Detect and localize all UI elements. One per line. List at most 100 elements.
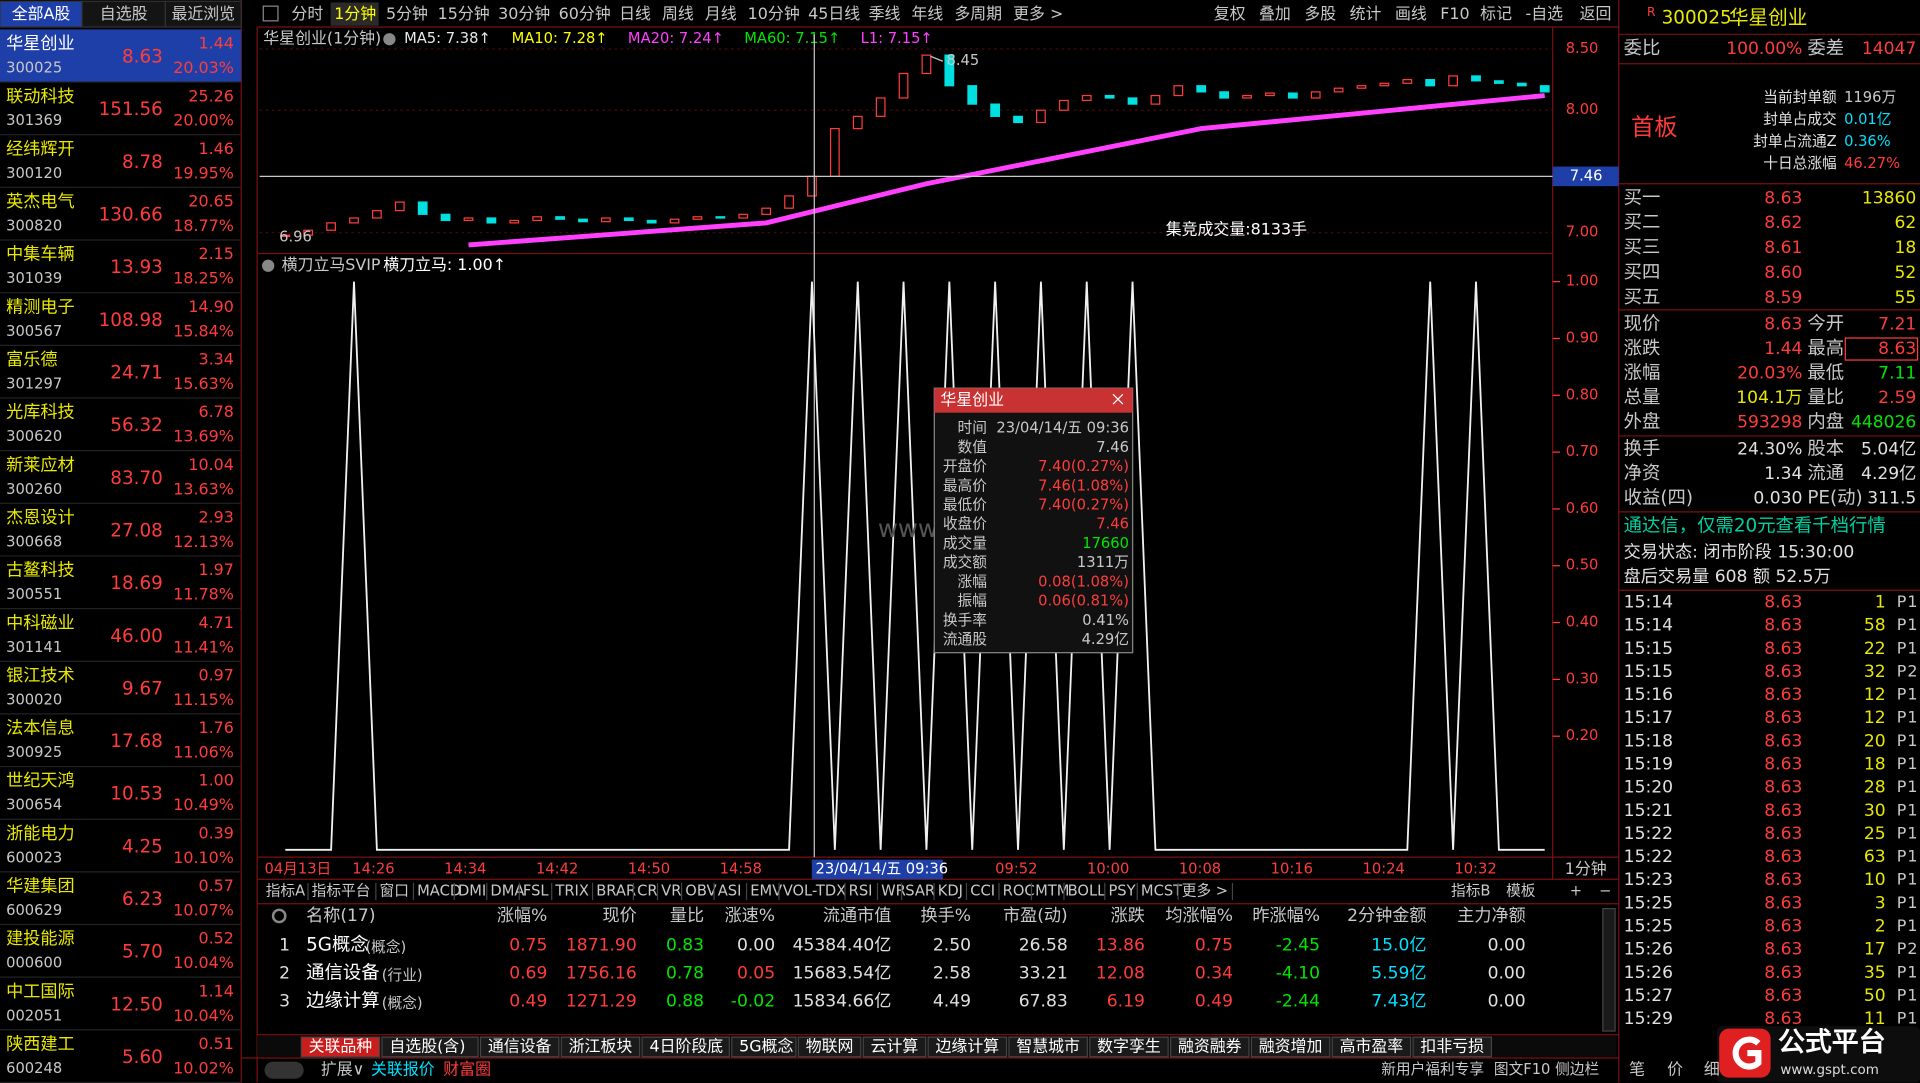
indicator-tab[interactable]: DMI bbox=[458, 882, 486, 899]
indicator-tab[interactable]: ROC bbox=[1003, 882, 1035, 899]
period-tab[interactable]: 45日线 bbox=[808, 4, 860, 23]
tool-button[interactable]: 标记 bbox=[1480, 4, 1512, 23]
panel-tab[interactable]: 价 bbox=[1667, 1060, 1683, 1079]
indicator-tab[interactable]: OBV bbox=[685, 882, 716, 899]
period-tab[interactable]: 30分钟 bbox=[498, 4, 550, 23]
sector-name[interactable]: 5G概念 bbox=[306, 933, 369, 955]
sector-tab[interactable]: 浙江板块 bbox=[569, 1036, 633, 1055]
stock-name[interactable]: 法本信息 bbox=[6, 719, 74, 739]
stock-name[interactable]: 经纬辉开 bbox=[6, 139, 74, 159]
indicator-tab[interactable]: MTM bbox=[1035, 882, 1069, 899]
indicator-tab[interactable]: BRAR bbox=[596, 882, 636, 899]
sector-name[interactable]: 边缘计算 bbox=[306, 991, 379, 1012]
settings-icon[interactable] bbox=[271, 908, 287, 924]
stock-name[interactable]: 中科磁业 bbox=[6, 613, 74, 633]
close-icon[interactable] bbox=[1112, 393, 1124, 405]
indicator-tab[interactable]: ASI bbox=[718, 882, 742, 899]
tab[interactable]: 全部A股 bbox=[12, 4, 71, 23]
stock-name[interactable]: 建投能源 bbox=[6, 929, 74, 949]
sector-name[interactable]: 通信设备 bbox=[306, 963, 379, 984]
period-tab[interactable]: 日线 bbox=[619, 4, 651, 23]
status-link[interactable]: 新用户福利专享 bbox=[1381, 1061, 1484, 1078]
stock-name[interactable]: 华星创业 bbox=[6, 34, 74, 54]
stock-name[interactable]: 英杰电气 bbox=[6, 192, 74, 212]
sector-tab[interactable]: 5G概念 bbox=[739, 1036, 793, 1055]
indicator-tab[interactable]: TRIX bbox=[554, 882, 589, 899]
period-tab[interactable]: 1分钟 bbox=[334, 4, 376, 23]
column-header[interactable]: 2分钟金额 bbox=[1347, 906, 1426, 926]
stock-name[interactable]: 华建集团 bbox=[6, 877, 74, 897]
panel-tab[interactable]: 细 bbox=[1704, 1060, 1720, 1079]
stock-name[interactable]: 富乐德 bbox=[6, 350, 57, 370]
sector-tab[interactable]: 融资增加 bbox=[1259, 1036, 1323, 1055]
sector-tab[interactable]: 通信设备 bbox=[488, 1036, 552, 1055]
stock-name[interactable]: 银江技术 bbox=[6, 666, 74, 686]
indicator-tab[interactable]: PSY bbox=[1108, 882, 1135, 899]
tool-button[interactable]: 复权 bbox=[1214, 4, 1246, 23]
column-header[interactable]: 换手% bbox=[920, 906, 971, 926]
tab[interactable]: 自选股 bbox=[100, 4, 148, 23]
stock-name[interactable]: 杰恩设计 bbox=[6, 508, 74, 528]
indicator-tab[interactable]: CCI bbox=[970, 882, 995, 899]
stock-name[interactable]: 精测电子 bbox=[6, 297, 74, 317]
column-header[interactable]: 涨速% bbox=[725, 906, 776, 926]
column-header[interactable]: 名称(17) bbox=[306, 906, 375, 926]
indicator-tab[interactable]: MCST bbox=[1141, 882, 1183, 899]
status-link[interactable]: 侧边栏 bbox=[1555, 1061, 1599, 1078]
sector-tab[interactable]: 4日阶段底 bbox=[649, 1036, 723, 1055]
status-link[interactable]: 图文F10 bbox=[1494, 1061, 1551, 1078]
stock-name[interactable]: 联动科技 bbox=[6, 87, 74, 107]
tab[interactable]: 最近浏览 bbox=[171, 4, 235, 23]
indicator-tab[interactable]: FSL bbox=[523, 882, 550, 899]
indicator-tab[interactable]: VOL-TDX bbox=[783, 882, 847, 899]
indicator-tab[interactable]: VR bbox=[661, 882, 681, 899]
status-link[interactable]: 关联报价 bbox=[371, 1060, 435, 1079]
period-tab[interactable]: 15分钟 bbox=[438, 4, 490, 23]
indicator-tab[interactable]: MACD bbox=[417, 882, 461, 899]
indicator-tab[interactable]: SAR bbox=[905, 882, 935, 899]
tool-button[interactable]: F10 bbox=[1440, 4, 1469, 23]
indicator-tab[interactable]: KDJ bbox=[938, 882, 963, 899]
status-link[interactable]: 财富圈 bbox=[443, 1060, 491, 1079]
period-tab[interactable]: 5分钟 bbox=[386, 4, 428, 23]
indicator-tab[interactable]: CR bbox=[637, 882, 657, 899]
column-header[interactable]: 主力净额 bbox=[1457, 906, 1525, 926]
sector-tab[interactable]: 智慧城市 bbox=[1016, 1036, 1080, 1055]
column-header[interactable]: 市盈(动) bbox=[1003, 906, 1068, 926]
indicator-tab[interactable]: 指标平台 bbox=[312, 882, 371, 899]
period-tab[interactable]: 60分钟 bbox=[559, 4, 611, 23]
indicator-tab[interactable]: 指标B bbox=[1451, 882, 1490, 899]
period-tab[interactable]: 季线 bbox=[869, 4, 901, 23]
indicator-tab[interactable]: 模板 bbox=[1506, 881, 1536, 899]
indicator-tab[interactable]: DMA bbox=[490, 882, 524, 899]
period-tab[interactable]: 多周期 bbox=[954, 4, 1002, 23]
tool-button[interactable]: 返回 bbox=[1580, 4, 1612, 23]
indicator-tab[interactable]: 窗口 bbox=[380, 881, 409, 899]
column-header[interactable]: 现价 bbox=[602, 906, 636, 926]
indicator-tab[interactable]: 更多 > bbox=[1182, 882, 1228, 899]
stock-name[interactable]: 中工国际 bbox=[6, 982, 74, 1002]
indicator-tab[interactable]: RSI bbox=[849, 882, 873, 899]
period-tab[interactable]: 分时 bbox=[291, 4, 323, 23]
tool-button[interactable]: 统计 bbox=[1350, 4, 1382, 23]
period-tab[interactable]: 周线 bbox=[662, 4, 694, 23]
sector-tab[interactable]: 扣非亏损 bbox=[1420, 1036, 1484, 1055]
column-header[interactable]: 涨幅% bbox=[497, 906, 548, 926]
tool-button[interactable]: -自选 bbox=[1525, 4, 1563, 23]
period-tab[interactable]: 10分钟 bbox=[748, 4, 800, 23]
sector-tab[interactable]: 边缘计算 bbox=[936, 1036, 1000, 1055]
period-tab[interactable]: 月线 bbox=[705, 4, 737, 23]
stock-name[interactable]: 中集车辆 bbox=[6, 245, 74, 265]
column-header[interactable]: 昨涨幅% bbox=[1252, 906, 1320, 926]
indicator-tab[interactable]: WR bbox=[881, 882, 906, 899]
indicator-tab[interactable]: + bbox=[1570, 882, 1582, 899]
column-header[interactable]: 均涨幅% bbox=[1165, 906, 1233, 926]
period-tab[interactable]: 更多 > bbox=[1013, 4, 1063, 23]
sector-tab[interactable]: 关联品种 bbox=[309, 1036, 373, 1055]
panel-tab[interactable]: 笔 bbox=[1629, 1060, 1645, 1079]
sector-tab[interactable]: 数字孪生 bbox=[1097, 1036, 1161, 1055]
status-link[interactable]: 扩展∨ bbox=[321, 1060, 364, 1079]
sector-tab[interactable]: 高市盈率 bbox=[1340, 1036, 1404, 1055]
stock-name[interactable]: 古鳌科技 bbox=[6, 561, 74, 581]
sector-tab[interactable]: 融资融券 bbox=[1178, 1036, 1242, 1055]
